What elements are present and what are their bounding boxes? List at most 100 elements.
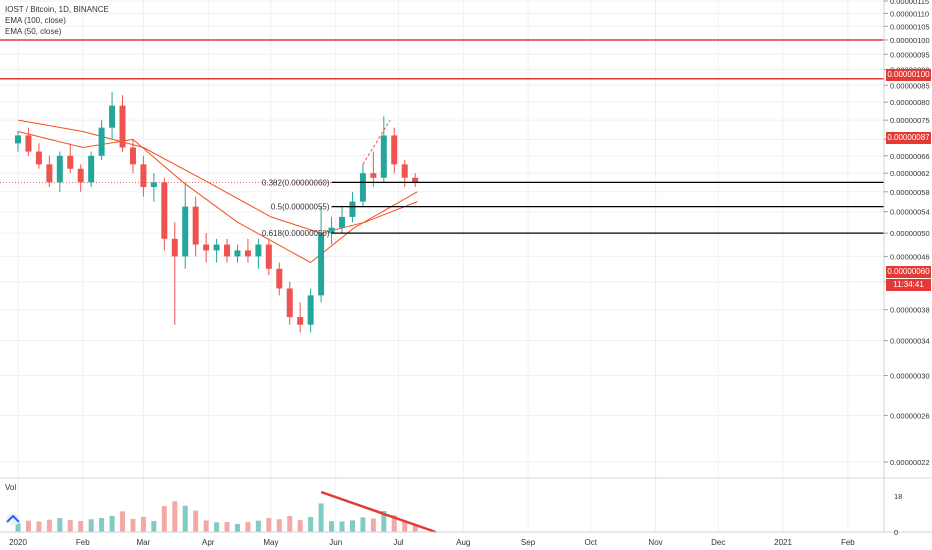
volume-bar xyxy=(339,521,345,532)
candle-body xyxy=(224,244,231,257)
volume-bar xyxy=(234,523,240,532)
candle-body xyxy=(286,288,293,318)
candle-body xyxy=(244,250,251,257)
y-tick-label: 0.00000115 xyxy=(890,0,929,6)
candle-body xyxy=(67,155,74,169)
volume-tick-label: 0 xyxy=(894,528,898,537)
candle-body xyxy=(359,173,366,202)
x-tick-label: 2021 xyxy=(774,538,792,547)
volume-bar xyxy=(308,517,314,532)
y-tick-label: 0.00000026 xyxy=(890,411,930,420)
tradingview-logo-icon[interactable] xyxy=(3,512,23,526)
candle-body xyxy=(401,164,408,178)
volume-pane xyxy=(0,477,932,534)
candle-body xyxy=(77,168,84,183)
volume-bar xyxy=(120,511,126,532)
candle-body xyxy=(255,244,262,257)
candle-body xyxy=(46,164,53,183)
volume-bar xyxy=(172,501,178,532)
candle-body xyxy=(328,227,335,234)
x-tick-label: Apr xyxy=(202,538,215,547)
x-tick-label: Aug xyxy=(456,538,470,547)
x-tick-label: Jul xyxy=(393,538,403,547)
volume-bar xyxy=(203,520,209,532)
fib-level-label: 0.5(0.00000055) xyxy=(271,203,330,212)
projection-line[interactable] xyxy=(362,119,391,165)
volume-bar xyxy=(109,515,115,532)
candle-body xyxy=(98,127,105,156)
volume-tick-label: 18 xyxy=(894,492,902,501)
volume-bar xyxy=(224,522,230,532)
candle-body xyxy=(25,135,32,152)
price-tag-line1: 0.00000100 xyxy=(886,69,931,81)
ema50-legend[interactable]: EMA (50, close) xyxy=(5,27,62,36)
y-tick-label: 0.00000022 xyxy=(890,458,930,467)
volume-bar xyxy=(67,520,73,532)
volume-bar xyxy=(297,520,303,532)
candle-body xyxy=(380,135,387,178)
candle-body xyxy=(391,135,398,165)
x-tick-label: May xyxy=(263,538,278,547)
volume-bar xyxy=(287,516,293,532)
volume-bar xyxy=(57,518,63,532)
volume-legend[interactable]: Vol xyxy=(5,483,17,492)
fib-level-label: 0.618(0.00000050) xyxy=(262,229,330,238)
volume-bar xyxy=(46,519,52,532)
y-tick-label: 0.00000095 xyxy=(890,50,930,59)
candle-body xyxy=(171,238,178,257)
volume-bar xyxy=(329,521,335,532)
x-tick-label: Nov xyxy=(648,538,662,547)
x-tick-label: Jun xyxy=(329,538,342,547)
candle-body xyxy=(161,182,168,239)
candle-body xyxy=(150,182,157,188)
candle-body xyxy=(56,155,63,183)
candle-body xyxy=(297,317,304,325)
ema100-legend[interactable]: EMA (100, close) xyxy=(5,16,66,25)
volume-bar xyxy=(99,518,105,532)
candle-body xyxy=(88,155,95,183)
volume-bar xyxy=(349,520,355,532)
x-tick-label: Dec xyxy=(711,538,725,547)
volume-bar xyxy=(78,521,84,532)
y-tick-label: 0.00000038 xyxy=(890,306,930,315)
volume-bar xyxy=(412,525,418,532)
volume-bar xyxy=(88,519,94,532)
candle-body xyxy=(109,105,116,128)
y-tick-label: 0.00000100 xyxy=(890,36,930,45)
candle-body xyxy=(412,177,419,183)
candle-body xyxy=(15,135,21,144)
y-tick-label: 0.00000066 xyxy=(890,152,930,161)
candle-body xyxy=(203,244,210,251)
y-tick-label: 0.00000080 xyxy=(890,98,930,107)
candle-body xyxy=(370,173,377,178)
volume-bar xyxy=(266,518,272,532)
volume-bar xyxy=(255,520,261,532)
volume-bar xyxy=(276,519,282,532)
volume-bar xyxy=(15,523,21,532)
volume-bar xyxy=(391,515,397,532)
fib-level-label: 0.382(0.00000060) xyxy=(262,178,330,187)
price-tag-current: 0.00000060 xyxy=(886,266,931,278)
volume-bar xyxy=(370,518,376,532)
candle-body xyxy=(265,244,272,269)
volume-trendline[interactable] xyxy=(320,490,437,534)
countdown-tag: 11:34:41 xyxy=(886,279,931,291)
price-tag-line2: 0.00000087 xyxy=(886,132,931,144)
fib-levels[interactable]: 0.382(0.00000060) 0.5(0.00000055) 0.618(0.… xyxy=(262,178,884,238)
x-tick-label: Feb xyxy=(841,538,855,547)
y-tick-label: 0.00000062 xyxy=(890,169,930,178)
candle-body xyxy=(129,147,136,165)
candle-body xyxy=(182,206,189,257)
symbol-title[interactable]: IOST / Bitcoin, 1D, BINANCE xyxy=(5,5,109,14)
candle-body xyxy=(213,244,220,251)
candle-body xyxy=(349,201,356,217)
x-tick-label: Sep xyxy=(521,538,536,547)
volume-bar xyxy=(25,520,31,532)
candle-body xyxy=(119,105,126,148)
candle-body xyxy=(318,233,325,296)
y-tick-label: 0.00000110 xyxy=(890,9,929,18)
chart-legend: IOST / Bitcoin, 1D, BINANCE EMA (100, cl… xyxy=(5,4,109,37)
volume-bar xyxy=(182,505,188,532)
